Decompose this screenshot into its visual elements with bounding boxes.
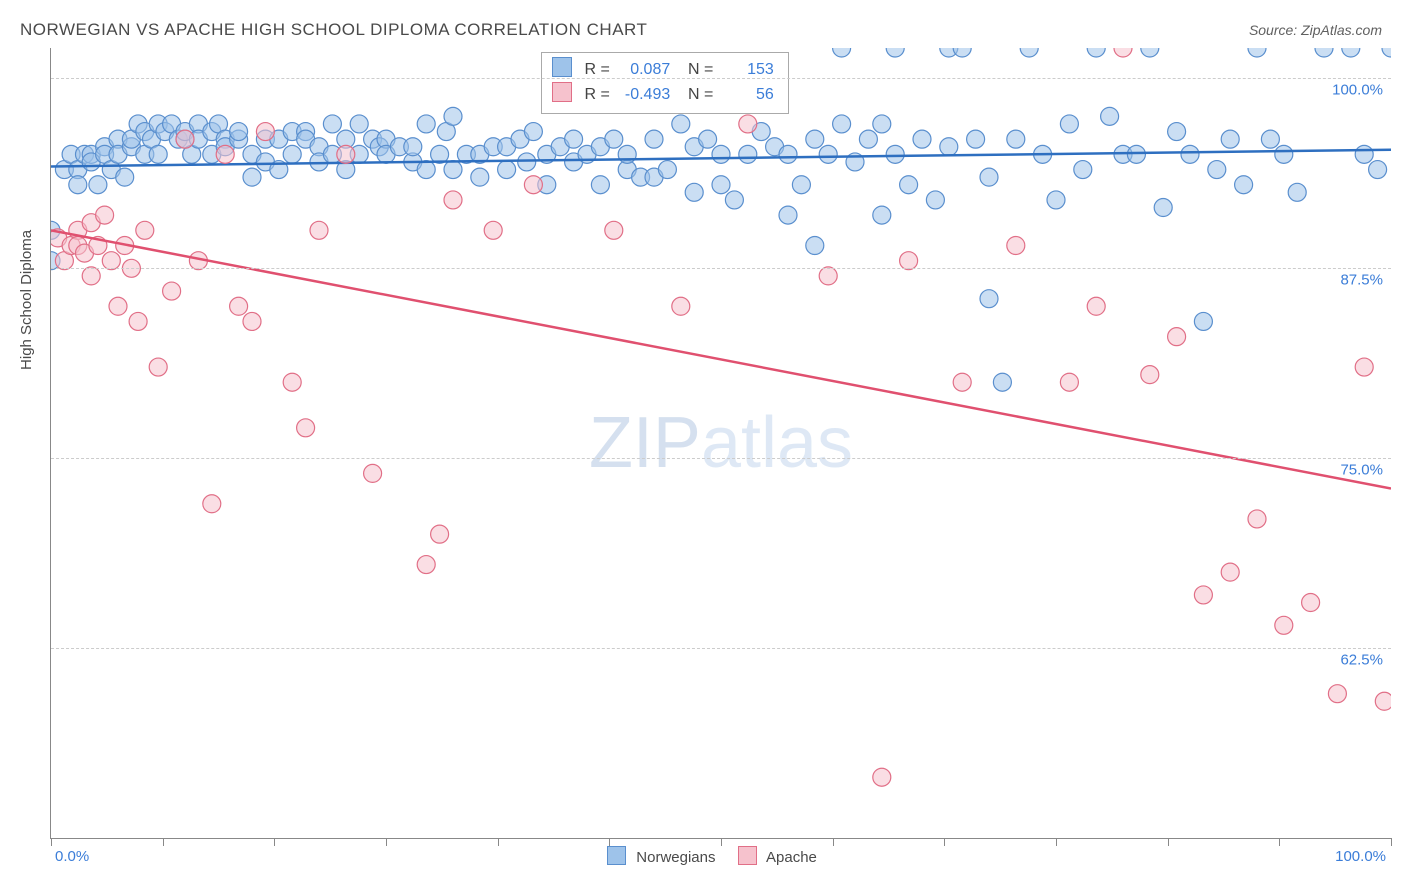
- y-tick-label: 75.0%: [1340, 462, 1383, 479]
- legend-label-norwegians: Norwegians: [636, 849, 715, 866]
- y-tick-label: 100.0%: [1332, 82, 1383, 99]
- stats-swatch-apache: [552, 82, 572, 102]
- n-value-apache: 56: [718, 83, 774, 107]
- y-tick-label: 87.5%: [1340, 272, 1383, 289]
- stats-box: R = 0.087 N = 153 R = -0.493 N = 56: [541, 52, 789, 114]
- stats-row-apache: R = -0.493 N = 56: [552, 82, 774, 107]
- y-axis-title: High School Diploma: [18, 230, 35, 370]
- n-label: N =: [688, 86, 713, 103]
- r-label: R =: [584, 86, 609, 103]
- legend-swatch-norwegians: [607, 846, 626, 865]
- chart-title: NORWEGIAN VS APACHE HIGH SCHOOL DIPLOMA …: [20, 20, 647, 40]
- stats-swatch-norwegians: [552, 57, 572, 77]
- legend: Norwegians Apache: [0, 846, 1406, 866]
- n-label: N =: [688, 61, 713, 78]
- legend-label-apache: Apache: [766, 849, 817, 866]
- scatter-svg: [51, 48, 1391, 838]
- plot-area: ZIPatlas R = 0.087 N = 153 R = -0.493 N …: [50, 48, 1391, 839]
- source-label: Source: ZipAtlas.com: [1249, 22, 1382, 38]
- r-value-apache: -0.493: [614, 83, 670, 107]
- y-tick-label: 62.5%: [1340, 652, 1383, 669]
- legend-swatch-apache: [738, 846, 757, 865]
- r-label: R =: [584, 61, 609, 78]
